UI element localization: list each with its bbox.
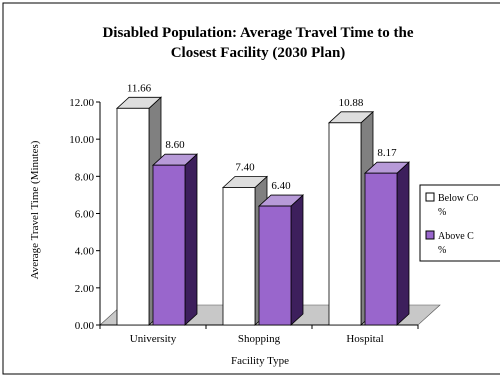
y-tick-label: 2.00 [75,283,95,295]
data-label: 8.60 [165,139,185,151]
legend-swatch-above [425,230,435,240]
data-label: 7.40 [235,161,255,173]
chart-title-line-1: Disabled Population: Average Travel Time… [102,25,413,41]
x-tick-label: Shopping [238,333,281,345]
bar [116,107,150,326]
legend-label-above-line-2: % [438,245,446,256]
bar-side [396,161,410,326]
y-axis-label: Average Travel Time (Minutes) [29,140,41,279]
legend-swatch-below [425,192,435,202]
x-tick-label: Hospital [346,333,383,345]
bar-side [290,194,304,326]
legend-label-below-line-1: Below Co [438,193,478,204]
chart-title-line-2: Closest Facility (2030 Plan) [171,45,346,61]
data-label: 11.66 [127,82,152,94]
bar [152,164,186,326]
y-tick-label: 12.00 [69,97,94,109]
bar [364,172,398,326]
data-label: 8.17 [377,147,397,159]
legend: Below Co % Above C % [419,184,500,262]
bar [328,122,362,326]
data-label: 10.88 [339,97,364,109]
bar [222,187,256,326]
y-tick-label: 6.00 [75,209,95,221]
legend-label-below-line-2: % [438,207,446,218]
data-label: 6.40 [271,180,291,192]
y-tick-label: 4.00 [75,246,95,258]
y-tick-label: 0.00 [75,320,95,332]
x-tick-label: University [130,333,177,345]
x-axis-label: Facility Type [231,355,289,367]
y-tick-label: 8.00 [75,171,95,183]
legend-label-above-line-1: Above C [438,231,474,242]
bar [258,205,292,326]
y-tick-label: 10.00 [69,134,94,146]
bar-side [184,153,198,326]
